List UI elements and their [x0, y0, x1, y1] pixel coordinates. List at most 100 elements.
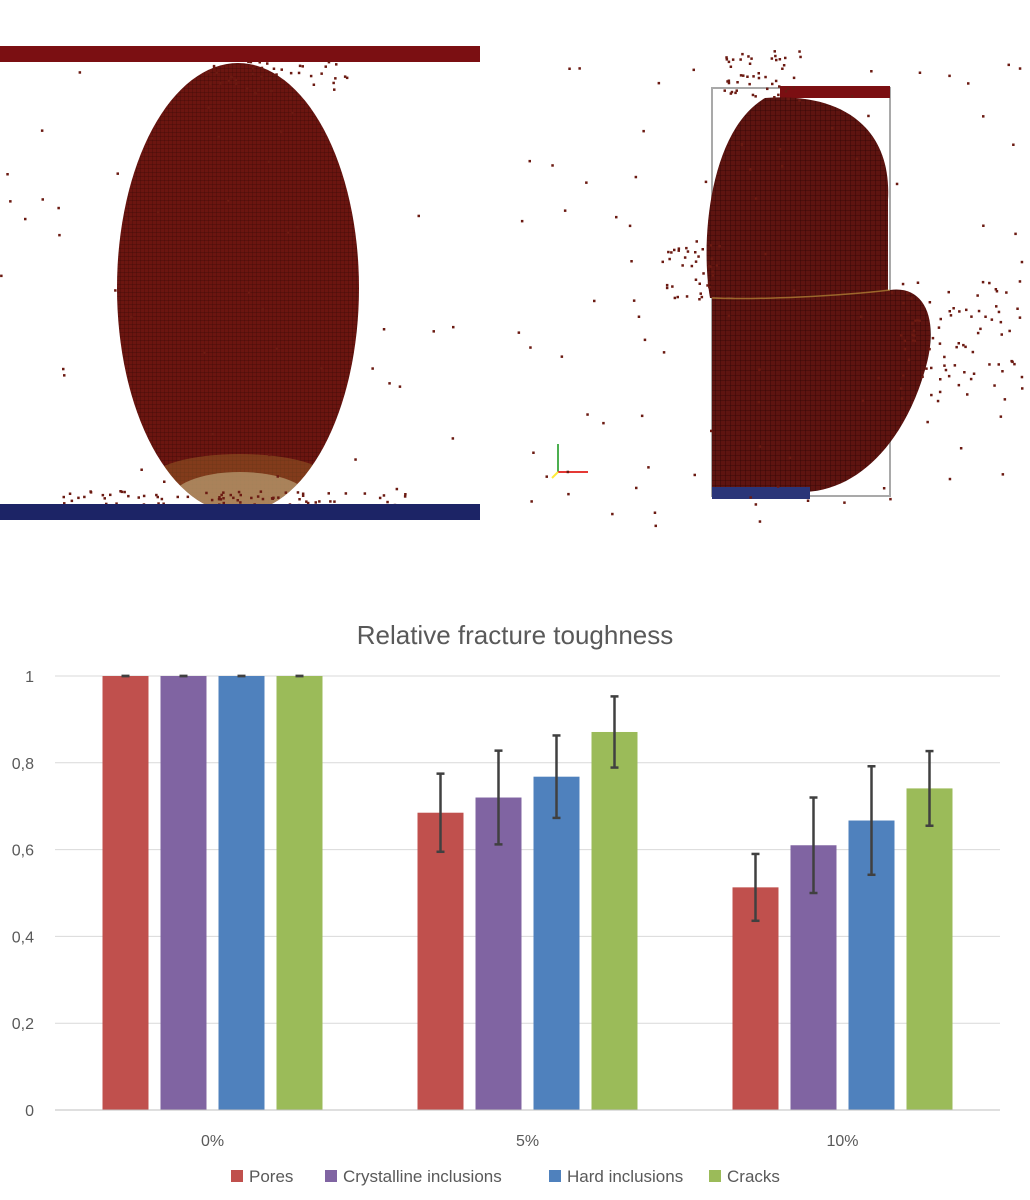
debris-particle [855, 157, 858, 161]
debris-particle [261, 308, 264, 311]
debris-particle [386, 500, 389, 504]
debris-particle [388, 382, 391, 385]
bar [102, 676, 149, 1110]
debris-particle [711, 270, 714, 273]
debris-particle [943, 355, 946, 359]
debris-particle [997, 310, 1001, 314]
upper-fragment [706, 97, 889, 298]
debris-particle [268, 76, 271, 80]
debris-particle [758, 445, 762, 448]
debris-particle [911, 333, 914, 337]
debris-particle [699, 292, 702, 295]
debris-particle [758, 520, 762, 523]
debris-particle [693, 473, 696, 477]
debris-particle [882, 487, 886, 490]
debris-particle [661, 260, 664, 264]
debris-particle [667, 250, 670, 254]
debris-particle [729, 65, 733, 68]
debris-particle [219, 498, 223, 501]
debris-particle [276, 475, 279, 478]
debris-particle [704, 180, 708, 184]
debris-particle [916, 319, 919, 322]
debris-particle [314, 501, 317, 504]
legend-swatch [325, 1170, 337, 1182]
debris-particle [754, 197, 758, 200]
bar [591, 731, 638, 1110]
debris-particle [78, 71, 82, 74]
debris-particle [560, 355, 564, 358]
debris-particle [912, 329, 916, 332]
y-tick-label: 0,2 [12, 1016, 34, 1033]
debris-particle [977, 309, 981, 313]
debris-particle [275, 347, 279, 351]
legend-item: Pores [231, 1167, 293, 1186]
debris-particle [963, 371, 966, 374]
debris-particle [702, 272, 705, 275]
debris-particle [938, 342, 942, 345]
debris-particle [209, 82, 212, 85]
debris-particle [780, 165, 784, 168]
debris-particle [160, 497, 164, 501]
debris-particle [747, 55, 750, 58]
debris-particle [329, 500, 332, 503]
debris-particle [245, 87, 249, 90]
debris-particle [452, 325, 455, 329]
debris-particle [843, 501, 846, 504]
debris-particle [105, 502, 108, 506]
debris-particle [766, 87, 769, 91]
debris-particle [757, 72, 760, 75]
legend-item: Crystalline inclusions [325, 1167, 502, 1186]
debris-particle [995, 305, 998, 308]
debris-particle [900, 397, 903, 400]
debris-particle [296, 491, 300, 494]
debris-particle [247, 291, 251, 294]
debris-particle [938, 390, 942, 394]
debris-particle [62, 367, 65, 371]
fractured-specimen-simulation [517, 50, 1024, 528]
debris-particle [900, 334, 903, 337]
debris-particle [0, 274, 3, 278]
debris-particle [157, 502, 160, 505]
debris-particle [798, 50, 801, 53]
debris-particle [275, 73, 278, 76]
debris-particle [1013, 362, 1016, 366]
debris-particle [676, 295, 679, 299]
debris-particle [953, 364, 957, 367]
debris-particle [700, 295, 704, 299]
debris-particle [993, 384, 996, 387]
debris-particle [948, 310, 951, 313]
debris-particle [567, 492, 570, 496]
debris-particle [345, 76, 349, 80]
legend-label: Hard inclusions [567, 1167, 683, 1186]
debris-particle [786, 87, 790, 90]
debris-particle [634, 175, 638, 179]
legend-label: Cracks [727, 1167, 780, 1186]
debris-particle [1001, 473, 1005, 476]
debris-particle [995, 290, 999, 293]
debris-particle [234, 82, 238, 85]
debris-particle [640, 414, 644, 418]
debris-particle [186, 495, 190, 499]
debris-particle [749, 168, 752, 171]
debris-particle [698, 298, 701, 301]
debris-particle [994, 288, 998, 291]
debris-particle [957, 383, 961, 387]
debris-particle [734, 91, 737, 95]
debris-particle [939, 378, 942, 381]
debris-particle [382, 328, 386, 331]
debris-particle [981, 280, 985, 284]
debris-particle [707, 265, 711, 268]
debris-particle [260, 75, 263, 78]
debris-particle [237, 490, 241, 494]
debris-particle [222, 501, 225, 505]
debris-particle [751, 93, 755, 97]
debris-particle [787, 97, 790, 101]
debris-particle [207, 106, 210, 109]
debris-particle [890, 291, 894, 294]
debris-particle [982, 224, 985, 227]
debris-particle [236, 499, 239, 502]
debris-particle [947, 290, 950, 294]
debris-particle [673, 296, 677, 300]
debris-particle [694, 251, 697, 254]
debris-particle [1001, 370, 1004, 373]
